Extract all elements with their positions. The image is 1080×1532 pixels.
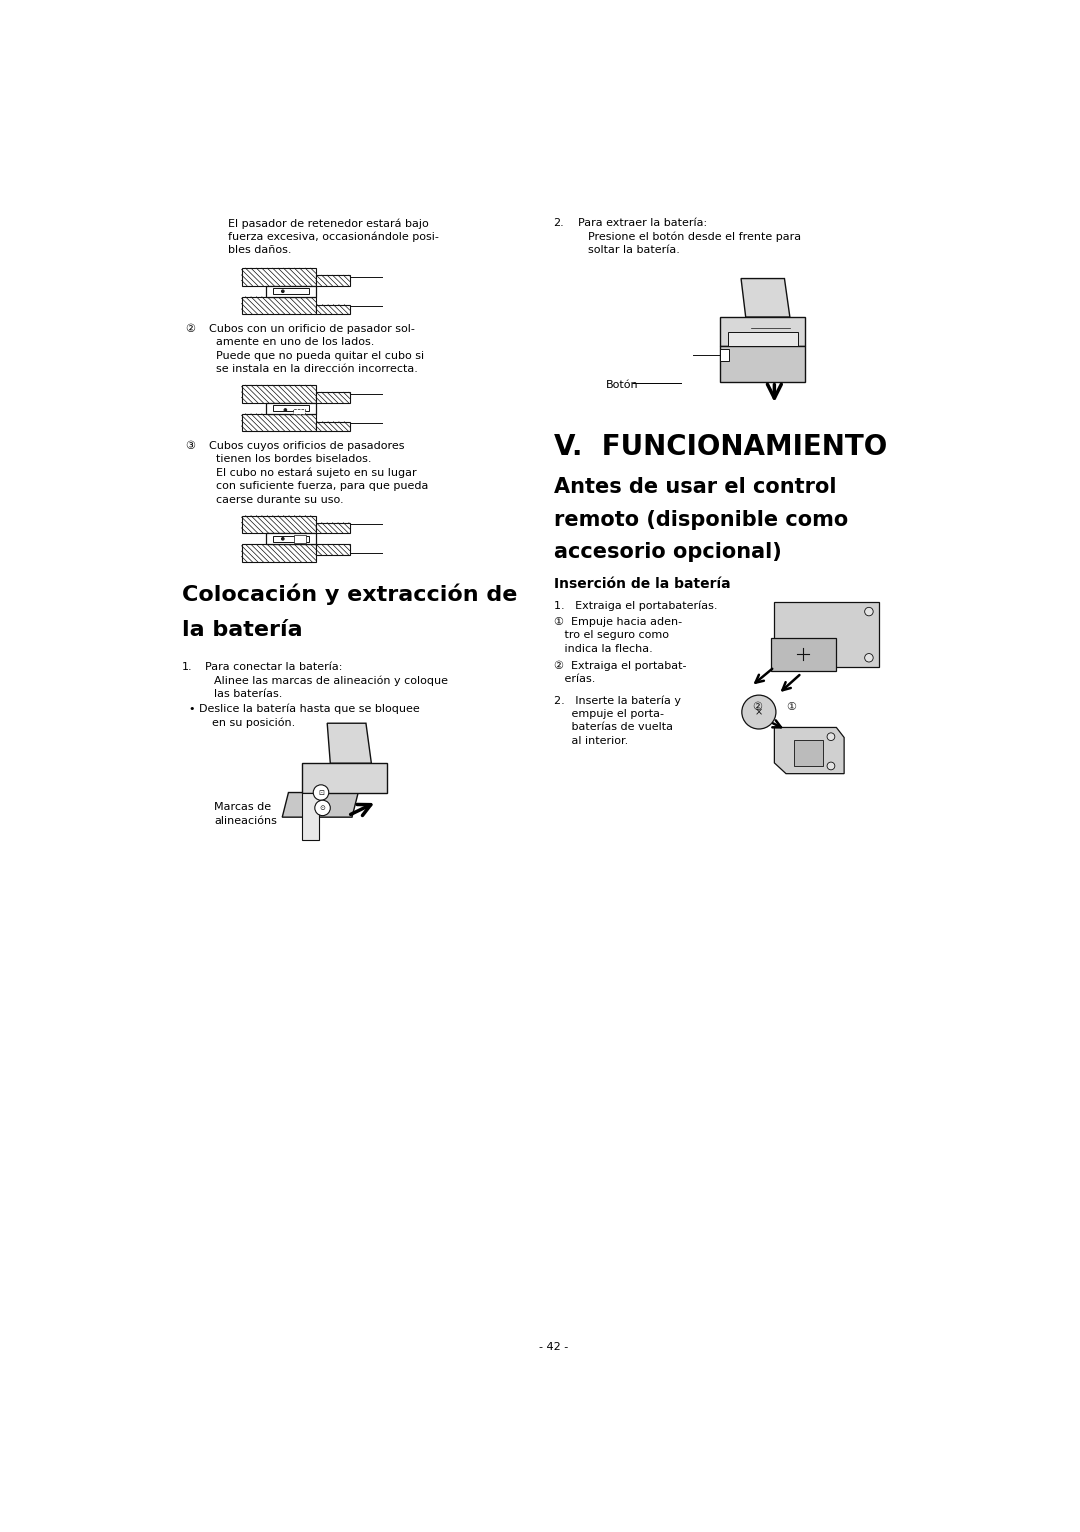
Polygon shape [720,317,806,346]
Circle shape [282,290,284,293]
Circle shape [313,784,328,800]
Text: se instala en la dirección incorrecta.: se instala en la dirección incorrecta. [216,365,418,374]
Text: la batería: la batería [181,619,302,640]
Text: Cubos cuyos orificios de pasadores: Cubos cuyos orificios de pasadores [208,441,404,450]
Bar [242,297,316,314]
Bar [242,268,316,285]
Text: con suficiente fuerza, para que pueda: con suficiente fuerza, para que pueda [216,481,429,492]
Text: las baterías.: las baterías. [214,689,283,699]
Text: 2.   Inserte la batería y: 2. Inserte la batería y [554,696,680,706]
Text: fuerza excesiva, occasionándole posi-: fuerza excesiva, occasionándole posi- [228,231,438,242]
Bar [316,276,350,285]
Text: - 42 -: - 42 - [539,1342,568,1351]
Text: Colocación y extracción de: Colocación y extracción de [181,584,517,605]
Polygon shape [741,279,789,317]
Circle shape [314,800,330,815]
Text: El pasador de retenedor estará bajo: El pasador de retenedor estará bajo [228,219,429,228]
Text: ③: ③ [186,441,195,450]
Bar [242,414,316,432]
Text: Cubos con un orificio de pasador sol-: Cubos con un orificio de pasador sol- [208,323,415,334]
Bar [794,740,823,766]
Text: Para extraer la batería:: Para extraer la batería: [578,219,707,228]
Text: 1.   Extraiga el portabaterías.: 1. Extraiga el portabaterías. [554,601,717,611]
Bar [266,403,316,414]
Circle shape [742,696,775,729]
Text: ②: ② [186,323,195,334]
Circle shape [827,732,835,740]
Text: ⊙: ⊙ [320,804,325,810]
Circle shape [827,761,835,769]
Text: Inserción de la batería: Inserción de la batería [554,578,730,591]
Text: ①: ① [786,702,796,712]
Text: amente en uno de los lados.: amente en uno de los lados. [216,337,375,348]
Text: en su posición.: en su posición. [205,717,295,728]
Text: alineacións: alineacións [214,815,276,826]
Bar [242,385,316,403]
Text: tro el seguro como: tro el seguro como [554,631,669,640]
Text: indica la flecha.: indica la flecha. [554,643,652,654]
Circle shape [282,538,284,541]
Bar [266,533,316,544]
Polygon shape [770,637,836,671]
Circle shape [865,607,874,616]
Text: accesorio opcional): accesorio opcional) [554,542,781,562]
Text: empuje el porta-: empuje el porta- [554,709,663,719]
Bar [728,332,798,346]
Bar [301,763,387,792]
Circle shape [865,654,874,662]
Text: El cubo no estará sujeto en su lugar: El cubo no estará sujeto en su lugar [216,467,417,478]
Text: caerse durante su uso.: caerse durante su uso. [216,495,345,504]
Text: ②  Extraiga el portabat-: ② Extraiga el portabat- [554,660,686,671]
Text: ②: ② [753,702,762,712]
Bar [295,535,306,542]
Text: al interior.: al interior. [554,735,627,746]
Bar [266,285,316,297]
Bar [316,522,350,533]
Text: Para conectar la batería:: Para conectar la batería: [205,662,342,673]
Bar [293,409,306,414]
Text: Antes de usar el control: Antes de usar el control [554,476,836,498]
Polygon shape [774,728,845,774]
Text: • Deslice la batería hasta que se bloquee: • Deslice la batería hasta que se bloque… [189,705,420,714]
Bar [242,544,316,562]
Text: V.  FUNCIONAMIENTO: V. FUNCIONAMIENTO [554,432,887,461]
Polygon shape [774,602,879,666]
Text: ⊡: ⊡ [319,789,324,795]
Bar [720,349,729,362]
Bar [316,305,350,314]
Text: Botón: Botón [606,380,639,391]
Text: bles daños.: bles daños. [228,245,292,256]
Text: erías.: erías. [554,674,595,683]
Bar [316,392,350,403]
Text: Presione el botón desde el frente para: Presione el botón desde el frente para [589,231,801,242]
Text: 2.: 2. [554,219,564,228]
Text: tienen los bordes biselados.: tienen los bordes biselados. [216,453,372,464]
Polygon shape [327,723,372,763]
Text: ①  Empuje hacia aden-: ① Empuje hacia aden- [554,617,681,627]
Text: 1.: 1. [181,662,192,673]
Polygon shape [282,792,359,817]
Bar [242,516,316,533]
Text: remoto (disponible como: remoto (disponible como [554,510,848,530]
Text: soltar la batería.: soltar la batería. [589,245,680,256]
Bar [272,288,309,294]
Text: baterías de vuelta: baterías de vuelta [554,722,673,732]
Text: Marcas de: Marcas de [214,801,271,812]
Bar [301,792,319,840]
Circle shape [284,409,286,411]
Polygon shape [720,346,806,381]
Text: Puede que no pueda quitar el cubo si: Puede que no pueda quitar el cubo si [216,351,424,360]
Bar [316,544,350,555]
Bar [272,536,309,542]
Text: ×: × [755,708,762,717]
Bar [316,421,350,432]
Bar [272,406,309,411]
Text: Alinee las marcas de alineación y coloque: Alinee las marcas de alineación y coloqu… [214,676,448,686]
